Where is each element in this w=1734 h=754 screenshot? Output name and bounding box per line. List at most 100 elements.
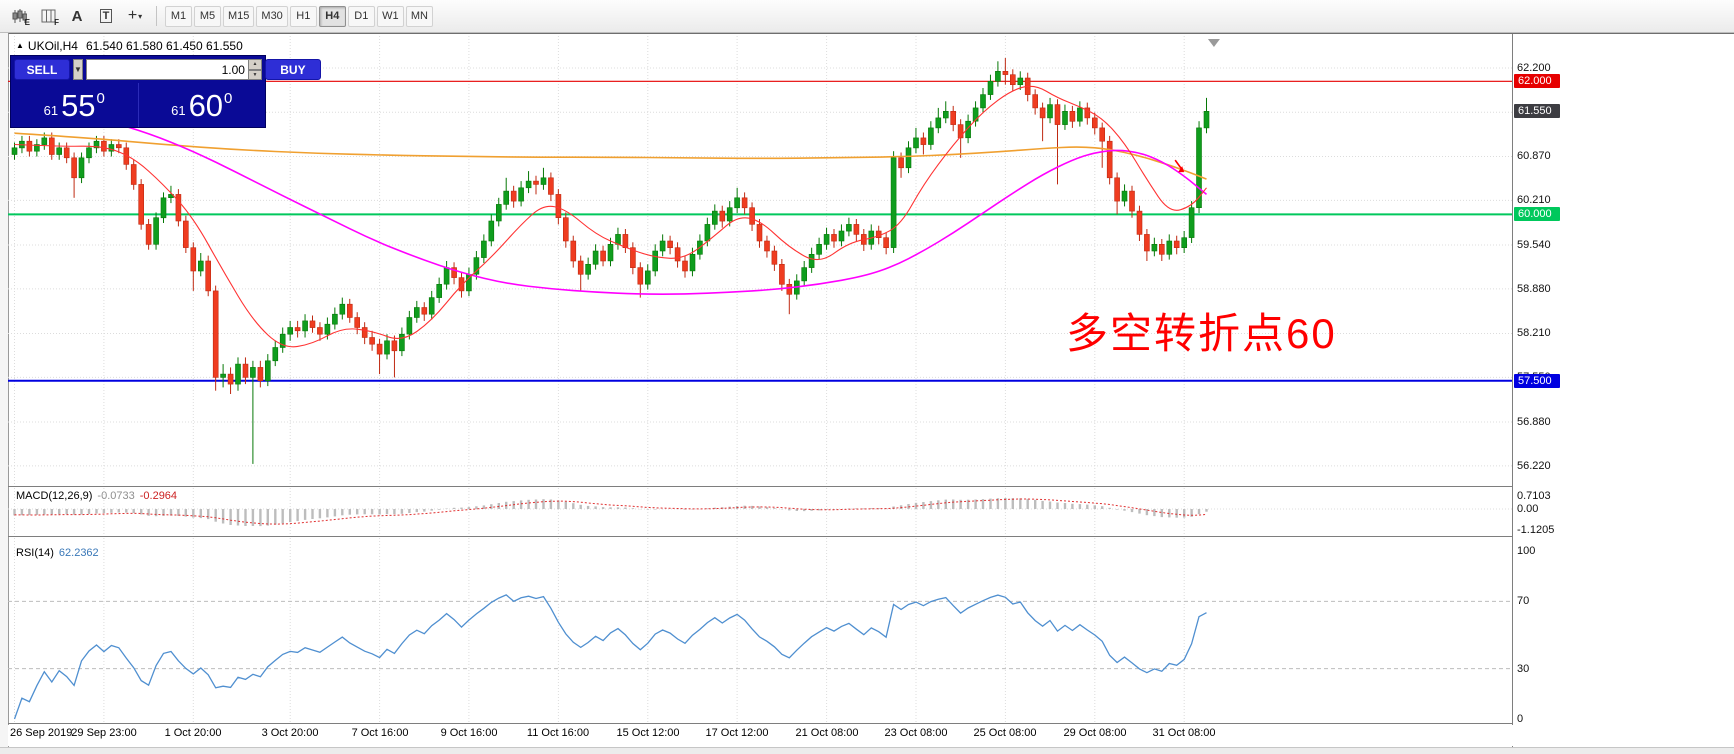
ohlc-values: 61.540 61.580 61.450 61.550 — [85, 39, 243, 53]
volume-increase-button[interactable]: ▲ — [247, 59, 262, 70]
time-axis-label: 29 Oct 08:00 — [1063, 727, 1127, 739]
text-label-tool-icon[interactable]: A — [71, 7, 83, 25]
volume-steppers: ▲ ▼ — [247, 59, 262, 80]
panel-separator[interactable] — [8, 536, 1734, 537]
rsi-panel-canvas[interactable] — [8, 537, 1513, 723]
timeframe-button-h4[interactable]: H4 — [318, 5, 346, 27]
time-axis-label: 29 Sep 23:00 — [71, 727, 137, 739]
price-axis-label: 56.220 — [1517, 460, 1551, 472]
panel-separator[interactable] — [8, 486, 1734, 487]
timeframe-button-m1[interactable]: M1 — [165, 5, 192, 27]
grid-columns-icon[interactable]: F — [35, 4, 61, 28]
toolbar-separator — [156, 6, 157, 26]
toolbar: E F A T + ▾ M1 M5 M15 M30 H1 H4 D1 W1 MN — [0, 0, 1734, 33]
price-axis[interactable]: 62.200 60.870 60.210 59.540 58.880 58.210 57.5… — [1513, 34, 1734, 747]
price-axis-label: 58.880 — [1517, 283, 1551, 295]
price-axis-label: 62.200 — [1517, 62, 1551, 74]
macd-name: MACD(12,26,9) — [16, 490, 93, 502]
timeframe-button-h1[interactable]: H1 — [289, 5, 317, 27]
time-axis-label: 7 Oct 16:00 — [351, 727, 409, 739]
timeframe-group: M1 M5 M15 M30 H1 H4 D1 W1 MN — [165, 5, 433, 27]
ma-medium-magenta — [14, 105, 1208, 295]
symbol-label: UKOil,H4 — [27, 39, 78, 53]
time-axis-label: 9 Oct 16:00 — [440, 727, 498, 739]
rsi-name: RSI(14) — [16, 547, 54, 559]
ask-main-digits: 60 — [188, 87, 224, 123]
price-level-badge: 62.000 — [1514, 74, 1560, 88]
volume-dropdown[interactable]: ▼ — [73, 59, 83, 80]
timeframe-button-w1[interactable]: W1 — [376, 5, 404, 27]
window-bottom-edge — [0, 747, 1734, 754]
sell-arrow-head — [1178, 166, 1185, 173]
macd-value-2: -0.2964 — [139, 490, 178, 502]
bid-price[interactable]: 61 55 0 — [11, 83, 138, 127]
timeframe-button-d1[interactable]: D1 — [347, 5, 375, 27]
rsi-axis-label: 0 — [1517, 713, 1524, 725]
rsi-axis-label: 100 — [1517, 545, 1536, 557]
price-axis-label: 58.210 — [1517, 327, 1551, 339]
sell-button[interactable]: SELL — [14, 59, 70, 80]
bid-main-digits: 55 — [61, 87, 96, 123]
text-box-tool-icon[interactable]: T — [93, 4, 119, 28]
panel-separator[interactable] — [8, 723, 1734, 724]
volume-field: ▲ ▼ — [85, 59, 262, 80]
candles-layer — [11, 58, 1210, 464]
price-axis-divider — [1512, 34, 1513, 747]
ask-price[interactable]: 61 60 0 — [137, 83, 266, 127]
macd-axis-label: 0.00 — [1517, 503, 1539, 515]
rsi-axis-label: 30 — [1517, 663, 1530, 675]
main-chart-canvas[interactable] — [8, 34, 1513, 486]
macd-indicator-label: MACD(12,26,9) -0.0733 -0.2964 — [16, 490, 177, 502]
chart-objects-icon[interactable]: E — [6, 4, 32, 28]
time-axis-label: 15 Oct 12:00 — [616, 727, 680, 739]
macd-axis-label: 0.7103 — [1517, 490, 1551, 502]
time-axis[interactable]: 26 Sep 2019 29 Sep 23:00 1 Oct 20:00 3 Oct … — [8, 725, 1513, 746]
chart-annotation-text: 多空转折点60 — [1066, 310, 1337, 357]
price-axis-label: 59.540 — [1517, 239, 1551, 251]
timeframe-button-m15[interactable]: M15 — [223, 5, 255, 27]
chevron-down-icon: ▼ — [74, 65, 82, 74]
price-axis-label: 60.210 — [1517, 194, 1551, 206]
macd-panel-canvas[interactable] — [8, 487, 1513, 536]
time-axis-label: 17 Oct 12:00 — [705, 727, 769, 739]
macd-histogram — [13, 498, 1208, 527]
timeframe-button-m30[interactable]: M30 — [256, 5, 288, 27]
rsi-axis-label: 70 — [1517, 595, 1530, 607]
time-axis-label: 31 Oct 08:00 — [1152, 727, 1216, 739]
time-axis-label: 21 Oct 08:00 — [795, 727, 859, 739]
bid-pip-digit: 0 — [96, 89, 105, 107]
rsi-line — [13, 594, 1207, 720]
current-price-badge: 61.550 — [1514, 104, 1560, 118]
time-axis-label: 1 Oct 20:00 — [164, 727, 222, 739]
time-axis-label: 11 Oct 16:00 — [526, 727, 590, 739]
ma-fast-red — [14, 85, 1207, 348]
ask-prefix: 61 — [171, 102, 186, 118]
collapse-arrow-icon[interactable]: ▲ — [16, 41, 24, 50]
price-axis-label: 60.870 — [1517, 150, 1551, 162]
chart-shift-marker — [1207, 39, 1220, 47]
one-click-trade-panel: SELL ▼ ▲ ▼ BUY 61 55 0 61 60 0 — [10, 55, 321, 128]
timeframe-button-mn[interactable]: MN — [405, 5, 433, 27]
trade-controls-row: SELL ▼ ▲ ▼ BUY — [11, 56, 321, 83]
buy-button[interactable]: BUY — [264, 59, 321, 80]
price-level-badge: 60.000 — [1514, 207, 1560, 221]
time-axis-label: 26 Sep 2019 — [10, 727, 73, 739]
ask-pip-digit: 0 — [224, 89, 233, 107]
chart-header: ▲ UKOil,H4 61.540 61.580 61.450 61.550 — [16, 39, 243, 53]
macd-value-1: -0.0733 — [97, 490, 135, 502]
volume-decrease-button[interactable]: ▼ — [247, 69, 262, 80]
quote-row: 61 55 0 61 60 0 — [11, 83, 265, 127]
time-axis-label: 3 Oct 20:00 — [261, 727, 319, 739]
volume-input[interactable] — [85, 59, 248, 80]
bid-prefix: 61 — [43, 102, 59, 118]
macd-signal-line — [14, 498, 1207, 525]
chart-tools-group: E F A T + ▾ — [6, 4, 148, 28]
rsi-value: 62.2362 — [58, 547, 99, 559]
timeframe-button-m5[interactable]: M5 — [194, 5, 221, 27]
time-axis-label: 25 Oct 08:00 — [973, 727, 1037, 739]
rsi-indicator-label: RSI(14) 62.2362 — [16, 547, 99, 559]
price-level-badge: 57.500 — [1514, 374, 1560, 388]
time-axis-label: 23 Oct 08:00 — [884, 727, 948, 739]
crosshair-tool-icon[interactable]: + ▾ — [127, 7, 143, 24]
